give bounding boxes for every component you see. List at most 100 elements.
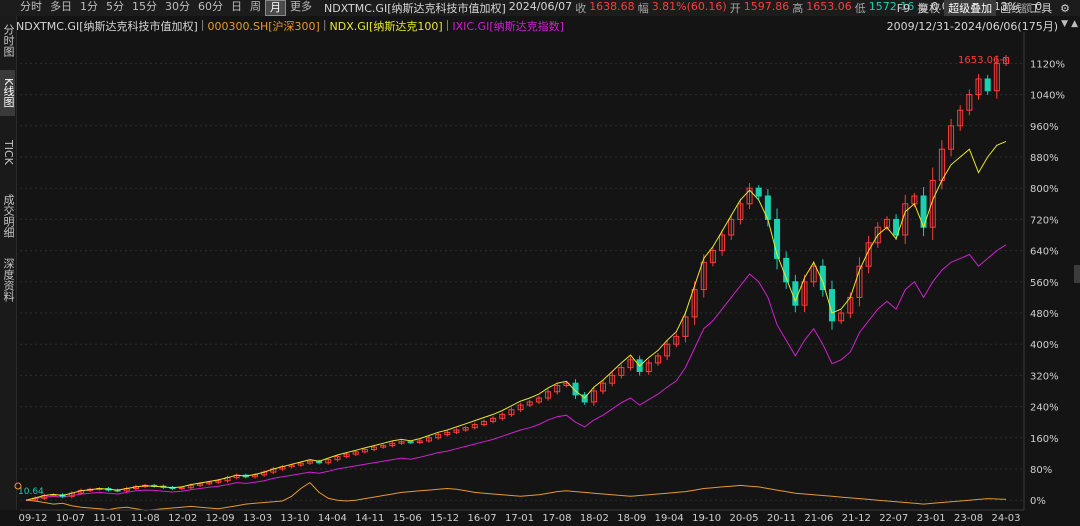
sidebar-tab-trades[interactable]: 成交明细 <box>2 194 15 238</box>
candle-body <box>957 109 964 127</box>
y-tick-label: 560% <box>1030 278 1059 289</box>
candle-body <box>590 390 597 403</box>
x-tick-label: 19-10 <box>692 513 721 524</box>
range-collapse-icon[interactable]: ▲ <box>1071 19 1078 29</box>
y-tick-label: 640% <box>1030 247 1059 258</box>
candle-body <box>187 484 194 489</box>
x-tick-label: 14-04 <box>318 513 347 524</box>
candle-body <box>709 250 716 263</box>
top-toolbar: 分时 多日 1分 5分 15分 30分 60分日周月更多 NDXTMC.GI[纳斯达克科技市… <box>0 0 1080 16</box>
candle-body <box>719 234 726 252</box>
range-dropdown-icon[interactable]: ▼ <box>1061 19 1068 29</box>
tool-2[interactable]: 超级叠加 <box>944 0 997 16</box>
candle-body <box>893 218 900 236</box>
period-10[interactable]: 更多 <box>290 0 312 13</box>
scroll-handle[interactable] <box>1074 265 1080 283</box>
tool-0[interactable]: F9 <box>896 1 911 15</box>
candle-body <box>975 78 982 96</box>
candle-body <box>462 427 469 431</box>
x-tick-label: 13-03 <box>243 513 272 524</box>
x-tick-label: 18-09 <box>617 513 646 524</box>
period-selector: 分时 多日 1分 5分 15分 30分 60分日周月更多 <box>16 0 316 16</box>
candle-body <box>618 367 625 376</box>
period-8[interactable]: 周 <box>250 0 261 13</box>
right-toolbar: F9 复权 超级叠加 画线 工具 ⚙ <box>893 0 1074 16</box>
y-axis: 0% 80% 160% 240% 320% 400% 480% 560% 640% 720% 800… <box>1023 32 1065 510</box>
x-tick-label: 12-09 <box>206 513 235 524</box>
y-tick-label: 0% <box>1030 496 1046 507</box>
candle-body <box>425 437 433 442</box>
start-marker-icon <box>14 482 22 490</box>
candle-body <box>535 397 542 403</box>
change-label: 幅 <box>637 2 649 15</box>
low-value: 1572.16 <box>868 0 915 13</box>
period-3[interactable]: 5分 <box>106 0 124 13</box>
ndx-line-group <box>25 140 1007 501</box>
candle-body <box>178 487 185 490</box>
date-range[interactable]: 2009/12/31-2024/06/06(175月) <box>886 20 1058 33</box>
candle-body <box>508 409 515 415</box>
period-1[interactable]: 多日 <box>50 0 72 13</box>
candle-body <box>306 460 313 464</box>
candle-body <box>206 481 213 485</box>
annotations: 1653.06→ 10.64 <box>14 55 1008 497</box>
x-tick-label: 23-01 <box>917 513 946 524</box>
ndx-line <box>25 140 1007 501</box>
sidebar-tab-kline[interactable]: K线图 <box>0 70 15 116</box>
x-tick-label: 17-08 <box>542 513 571 524</box>
sidebar-tab-timeshare[interactable]: 分时图 <box>2 23 15 57</box>
overlay-legend: NDXTMC.GI[纳斯达克科技市值加权] | 000300.SH[沪深300]… <box>16 18 1062 33</box>
period-0[interactable]: 分时 <box>20 0 42 13</box>
period-6[interactable]: 60分 <box>198 0 223 13</box>
x-tick-label: 20-11 <box>767 513 796 524</box>
tool-1[interactable]: 复权 <box>918 2 941 15</box>
candle-body <box>554 385 561 393</box>
x-tick-label: 18-02 <box>580 513 609 524</box>
candle-body <box>499 413 506 419</box>
candle-body <box>609 374 616 384</box>
candle-body <box>352 451 359 455</box>
period-5[interactable]: 30分 <box>165 0 190 13</box>
settings-icon[interactable]: ⚙ <box>1060 1 1070 15</box>
amount-label: 额 <box>1021 2 1033 15</box>
x-tick-label: 12-02 <box>168 513 197 524</box>
x-tick-label: 17-01 <box>505 513 534 524</box>
open-label: 开 <box>729 2 741 15</box>
amount-value: 0 <box>1035 0 1043 13</box>
change-value: 3.81%(60.16) <box>651 0 727 13</box>
y-tick-label: 480% <box>1030 309 1059 320</box>
legend-main[interactable]: NDXTMC.GI[纳斯达克科技市值加权] <box>16 20 198 33</box>
candle-body <box>599 382 607 392</box>
candle-body <box>288 464 295 468</box>
legend-separator: | <box>322 18 327 31</box>
period-9[interactable]: 月 <box>265 0 286 16</box>
candle-body <box>801 281 808 306</box>
candle-body <box>416 440 423 443</box>
period-2[interactable]: 1分 <box>80 0 98 13</box>
sidebar-tab-tick[interactable]: TICK <box>2 139 15 165</box>
period-7[interactable]: 日 <box>231 0 242 13</box>
tool-3[interactable]: 画线 <box>1000 2 1023 15</box>
candle-body <box>545 391 552 399</box>
candle-body <box>737 203 744 220</box>
legend-hs300[interactable]: 000300.SH[沪深300] <box>207 20 320 33</box>
tool-4[interactable]: 工具 <box>1030 2 1053 15</box>
legend-ndx[interactable]: NDX.GI[纳斯达克100] <box>329 20 443 33</box>
ixic-line-group <box>25 244 1007 501</box>
open-value: 1597.86 <box>743 0 790 13</box>
candle-body <box>389 442 396 447</box>
period-4[interactable]: 15分 <box>132 0 157 13</box>
x-tick-label: 23-08 <box>954 513 983 524</box>
candle-body <box>398 441 405 444</box>
sidebar-tab-depth[interactable]: 深度资料 <box>2 258 15 302</box>
x-tick-label: 21-06 <box>804 513 833 524</box>
y-tick-label: 160% <box>1030 434 1059 445</box>
x-axis: 09-12 10-07 11-01 11-08 12-02 12-09 13-03 13-10… <box>18 509 1024 524</box>
x-tick-label: 15-06 <box>393 513 422 524</box>
candle-body <box>774 218 781 259</box>
y-tick-label: 960% <box>1030 122 1059 133</box>
legend-ixic[interactable]: IXIC.GI[纳斯达克指数] <box>452 20 564 33</box>
x-tick-label: 19-04 <box>655 513 684 524</box>
candle-body <box>526 401 533 406</box>
